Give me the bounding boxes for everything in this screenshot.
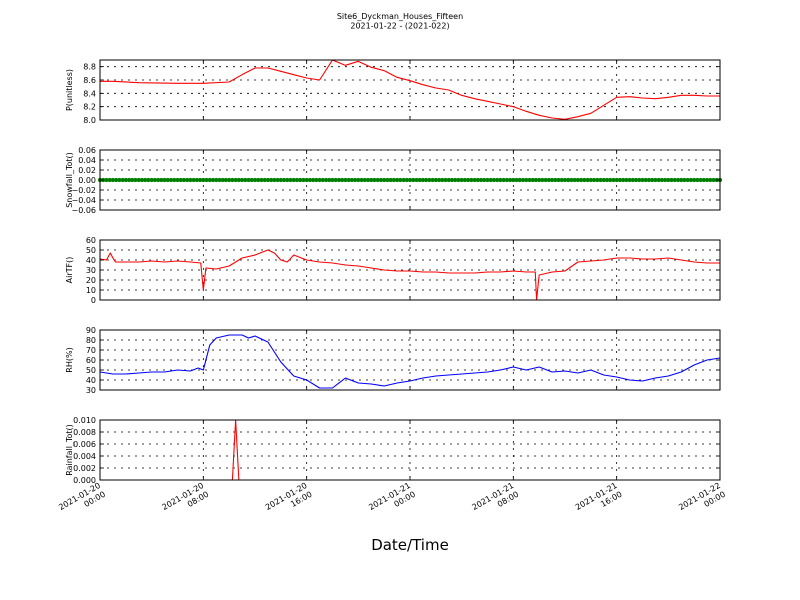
y-tick-label: 8.0	[83, 116, 96, 125]
y-tick-label: 0.02	[78, 166, 96, 175]
x-axis-label: Date/Time	[371, 536, 449, 554]
figure-title: Site6_Dyckman_Houses_Fifteen	[337, 12, 463, 21]
x-tick-label-5: 2021-01-2116:00	[574, 481, 624, 521]
y-tick-label: 0.06	[78, 146, 96, 155]
y-tick-label: −0.02	[71, 186, 96, 195]
y-tick-label: 50	[86, 366, 96, 375]
y-tick-label: 8.4	[83, 89, 96, 98]
y-tick-label: 0.006	[73, 440, 96, 449]
x-axis: 2021-01-2000:00 2021-01-2008:00 2021-01-20…	[57, 481, 727, 521]
y-tick-label: 0.002	[73, 464, 96, 473]
x-tick-label-2: 2021-01-2016:00	[264, 481, 314, 521]
x-tick-label-1: 2021-01-2008:00	[161, 481, 211, 521]
y-tick-label: 10	[86, 286, 96, 295]
y-tick-label: 90	[86, 326, 96, 335]
series-line-4	[100, 334, 720, 389]
y-tick-label: 30	[86, 386, 96, 395]
y-tick-label: −0.06	[71, 206, 96, 215]
y-tick-label: 0.04	[78, 156, 96, 165]
subplot-5: 0.000 0.002 0.004 0.006 0.008 0.010Rainfall_T…	[65, 416, 721, 485]
subplot-1: 8.0 8.2 8.4 8.6 8.8 P(unitless)	[65, 59, 721, 125]
y-tick-label: 0.00	[78, 176, 96, 185]
y-tick-label: 40	[86, 256, 96, 265]
y-tick-label: −0.04	[71, 196, 96, 205]
subplot-2: −0.06−0.04−0.020.000.020.040.06 Snowfall_…	[65, 146, 723, 215]
y-tick-label: 0.004	[73, 452, 96, 461]
y-tick-label: 60	[86, 236, 96, 245]
y-axis-label-3: AirTF()	[65, 257, 74, 284]
x-tick-label-6: 2021-01-2200:00	[677, 481, 727, 521]
y-tick-label: 0.008	[73, 428, 96, 437]
y-tick-label: 70	[86, 346, 96, 355]
y-tick-label: 8.2	[83, 103, 96, 112]
y-axis-label-5: Rainfall_Tot()	[65, 424, 74, 476]
x-tick-label-0: 2021-01-2000:00	[57, 481, 107, 521]
y-tick-label: 80	[86, 336, 96, 345]
y-tick-label: 0	[91, 296, 96, 305]
y-tick-label: 8.6	[83, 76, 96, 85]
y-tick-label: 8.8	[83, 63, 96, 72]
figure-subtitle: 2021-01-22 - (2021-022)	[350, 22, 449, 31]
y-tick-label: 0.000	[73, 476, 96, 485]
y-tick-label: 20	[86, 276, 96, 285]
x-tick-label-4: 2021-01-2108:00	[471, 481, 521, 521]
y-tick-label: 40	[86, 376, 96, 385]
subplot-stack: 8.0 8.2 8.4 8.6 8.8 P(unitless) −0.06−0.04−0.0…	[65, 59, 723, 485]
y-axis-label-2: Snowfall_Tot()	[65, 152, 74, 208]
y-axis-label-4: RH(%)	[65, 347, 74, 372]
series-line-3	[100, 249, 720, 300]
y-tick-label: 60	[86, 356, 96, 365]
x-tick-label-3: 2021-01-2100:00	[367, 481, 417, 521]
y-tick-label: 50	[86, 246, 96, 255]
series-line-1	[100, 60, 720, 120]
y-axis-label-1: P(unitless)	[65, 69, 74, 111]
y-tick-label: 0.010	[73, 416, 96, 425]
y-tick-label: 30	[86, 266, 96, 275]
